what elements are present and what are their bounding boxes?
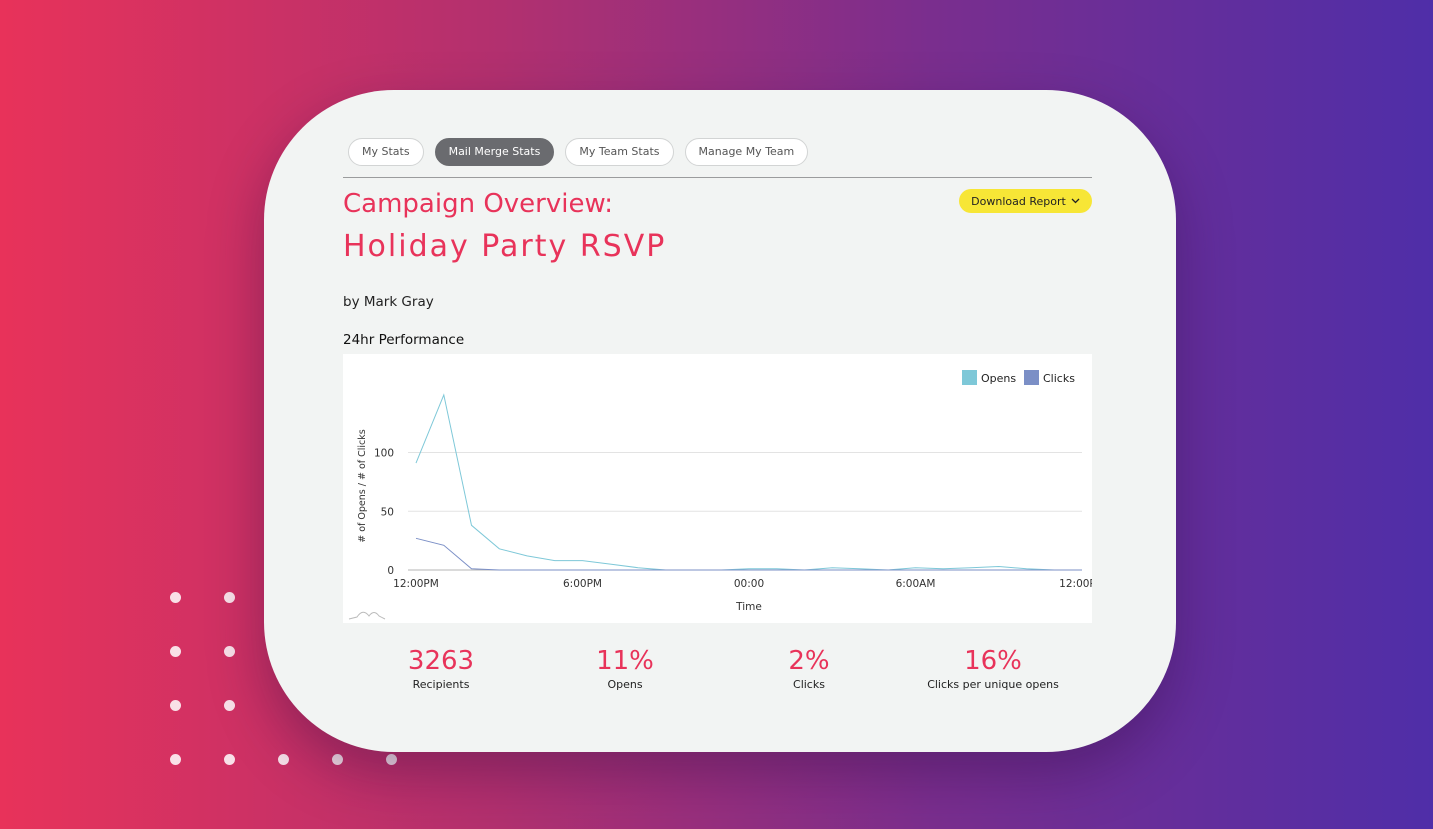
legend-swatch-opens: [962, 370, 977, 385]
dot: [332, 754, 343, 765]
y-tick-label: 50: [381, 506, 394, 518]
dot: [224, 754, 235, 765]
x-tick-label: 00:00: [734, 578, 764, 590]
y-axis-label: # of Opens / # of Clicks: [357, 429, 368, 543]
tab-my-team-stats[interactable]: My Team Stats: [565, 138, 674, 166]
dot: [170, 700, 181, 711]
stat-label: Clicks per unique opens: [927, 678, 1059, 691]
series-line-opens: [415, 393, 1082, 571]
page-title: Campaign Overview:: [343, 189, 614, 219]
y-tick-label: 0: [387, 565, 394, 577]
x-axis-label: Time: [735, 601, 762, 613]
chart-svg: 0 50 100 12:00PM 6:00PM 00:00 6:00AM 12:00PM Tim…: [348, 370, 1092, 620]
stats-tabs: My Stats Mail Merge Stats My Team Stats …: [348, 138, 809, 166]
stat-label: Opens: [607, 678, 643, 691]
dot: [170, 592, 181, 603]
stat-clicks-per-unique-opens: 16% Clicks per unique opens: [893, 645, 1093, 692]
download-report-button[interactable]: Download Report: [959, 189, 1092, 213]
x-tick-label: 12:00PM: [393, 578, 439, 590]
x-tick-label: 6:00AM: [896, 578, 936, 590]
campaign-author: by Mark Gray: [343, 294, 434, 310]
dot: [224, 592, 235, 603]
tab-my-stats[interactable]: My Stats: [348, 138, 424, 166]
stat-opens: 11% Opens: [525, 645, 725, 692]
legend-label-opens: Opens: [981, 372, 1016, 385]
dot: [224, 646, 235, 657]
dot: [386, 754, 397, 765]
tab-manage-my-team[interactable]: Manage My Team: [684, 138, 809, 166]
x-tick-label: 6:00PM: [563, 578, 602, 590]
stat-label: Clicks: [793, 678, 825, 691]
dot: [278, 754, 289, 765]
campaign-name: Holiday Party RSVP: [343, 229, 667, 264]
stat-value: 3263: [407, 646, 475, 676]
y-tick-label: 100: [374, 448, 394, 460]
dot: [170, 646, 181, 657]
stat-clicks: 2% Clicks: [709, 645, 909, 692]
dot: [170, 754, 181, 765]
stat-value: 2%: [788, 646, 830, 676]
legend-label-clicks: Clicks: [1043, 372, 1075, 385]
legend-swatch-clicks: [1024, 370, 1039, 385]
performance-chart: 0 50 100 12:00PM 6:00PM 00:00 6:00AM 12:00PM Tim…: [343, 354, 1092, 623]
x-tick-label: 12:00PM: [1059, 578, 1092, 590]
series-line-clicks: [415, 537, 1082, 571]
dot: [224, 700, 235, 711]
chevron-down-icon: [1071, 198, 1080, 204]
chart-watermark-logo: [348, 611, 386, 620]
download-report-label: Download Report: [971, 194, 1066, 208]
tabs-divider: [343, 177, 1092, 178]
section-title: 24hr Performance: [343, 332, 465, 348]
stat-label: Recipients: [412, 678, 470, 691]
tab-mail-merge-stats[interactable]: Mail Merge Stats: [434, 138, 555, 166]
stat-recipients: 3263 Recipients: [341, 645, 541, 692]
stat-value: 16%: [964, 646, 1022, 676]
stat-value: 11%: [596, 646, 654, 676]
